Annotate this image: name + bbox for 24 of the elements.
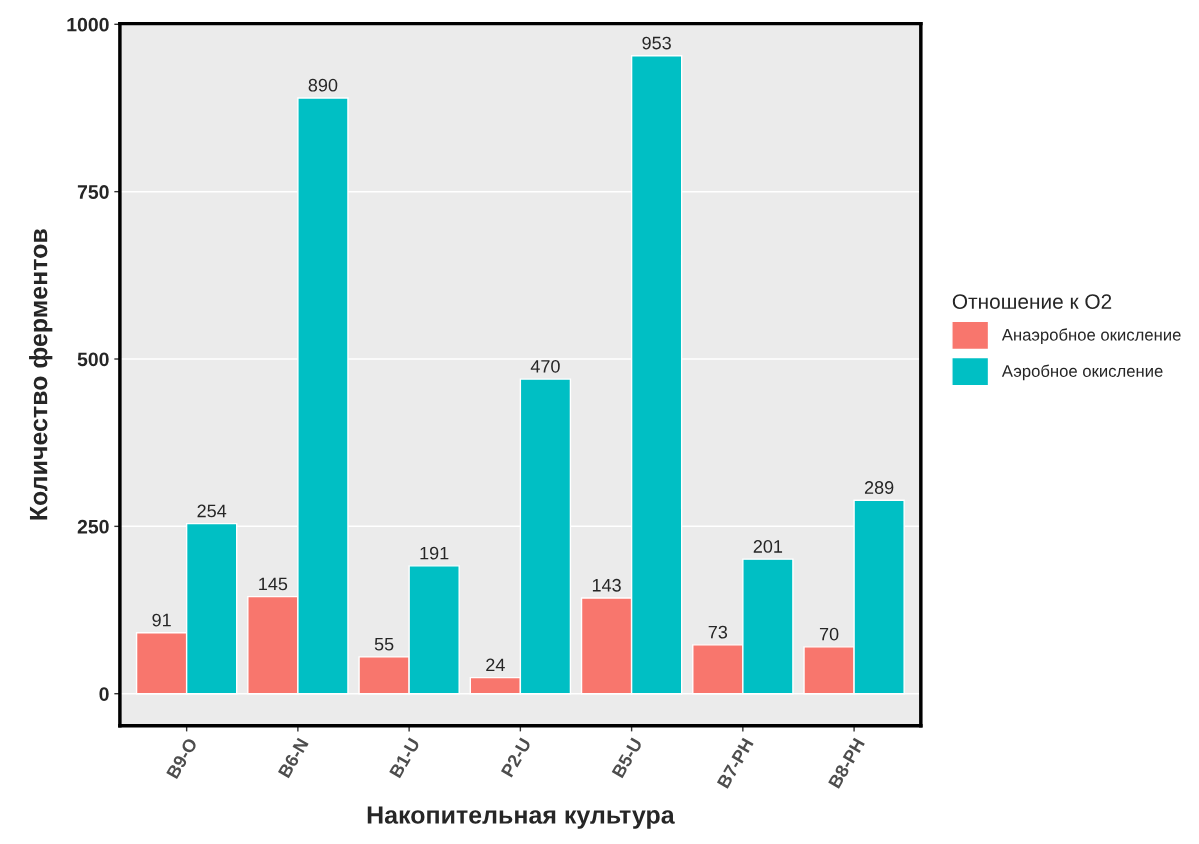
data-label: 254 (197, 504, 227, 518)
y-tick-label: 1000 (67, 17, 109, 32)
y-axis-title: Количество ферментов (29, 229, 53, 520)
data-label: 55 (374, 637, 394, 651)
legend-label: Анаэробное окисление (1001, 328, 1181, 345)
data-label: 143 (592, 578, 621, 592)
y-tick-label: 750 (77, 185, 109, 199)
data-label: 73 (708, 625, 728, 639)
y-tick-label: 500 (77, 352, 109, 367)
x-axis-title: Накопительная культура (367, 806, 675, 829)
data-label: 91 (152, 613, 171, 627)
data-label: 201 (753, 540, 783, 553)
data-label: 470 (530, 359, 560, 373)
data-label: 145 (259, 577, 288, 591)
y-tick-label: 250 (77, 519, 109, 534)
data-label: 289 (864, 481, 894, 494)
legend-title: Отношение к O2 (952, 294, 1112, 309)
y-tick-label: 0 (99, 687, 109, 701)
data-label: 890 (308, 78, 338, 92)
data-label: 953 (642, 36, 671, 50)
data-label: 70 (819, 627, 839, 641)
legend-label: Аэробное окисление (1001, 364, 1163, 381)
data-label: 24 (486, 658, 505, 672)
data-label: 191 (420, 546, 449, 560)
